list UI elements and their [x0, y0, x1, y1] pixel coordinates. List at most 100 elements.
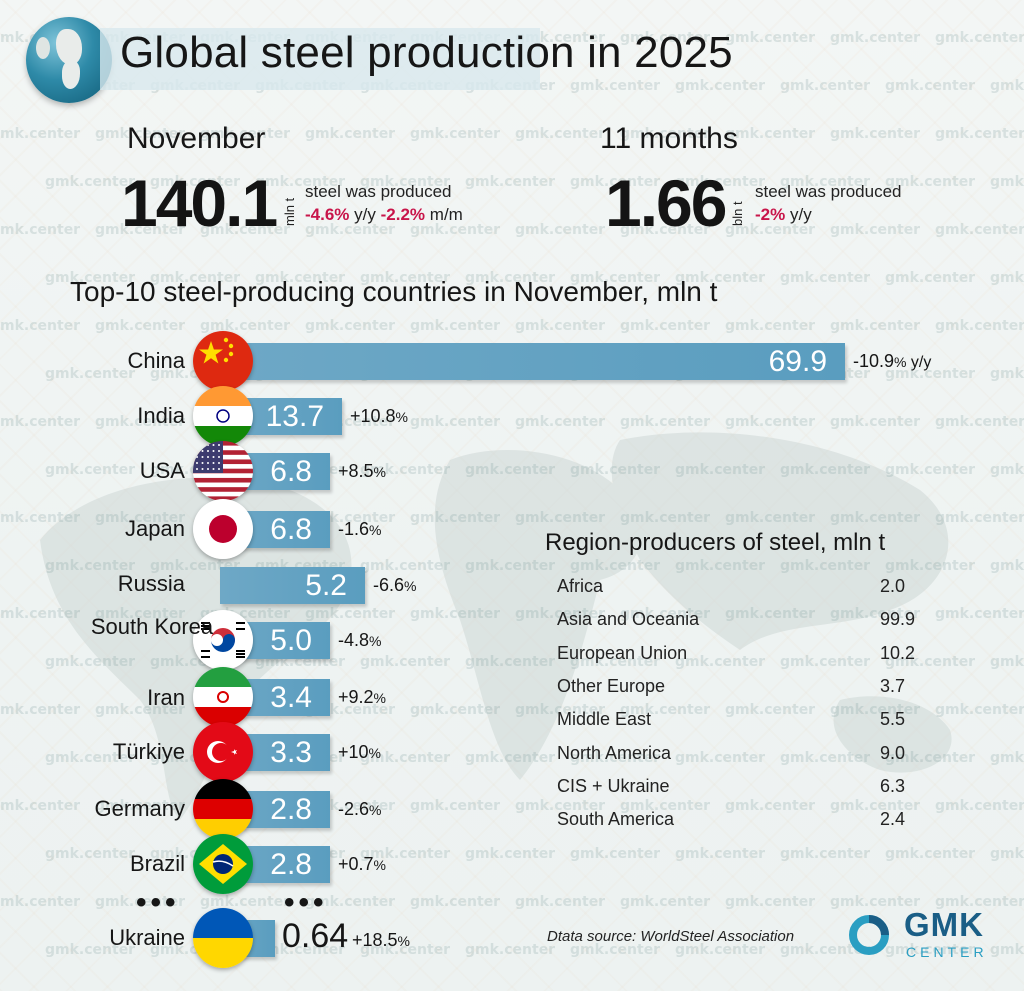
watermark-text: gmk.center: [885, 654, 976, 670]
region-name: European Union: [557, 643, 688, 663]
watermark-text: gmk.center: [515, 222, 606, 238]
watermark-text: gmk.center: [0, 894, 81, 910]
watermark-text: gmk.center: [45, 558, 136, 574]
data-source: Dtata source: WorldSteel Association: [547, 928, 795, 945]
watermark-text: gmk.center: [515, 606, 606, 622]
kpi-11months-changes: -2% y/y: [755, 205, 812, 225]
watermark-text: gmk.center: [885, 462, 976, 478]
watermark-text: gmk.center: [990, 750, 1024, 766]
change-percent-sign: %: [369, 633, 382, 649]
watermark-text: gmk.center: [990, 846, 1024, 862]
flag-germany-icon: [193, 779, 253, 839]
bar-value-label: 6.8: [270, 455, 312, 488]
country-label: Ukraine: [109, 925, 185, 950]
change-label: -4.8%: [338, 622, 381, 660]
change-value: +0.7: [338, 854, 374, 874]
watermark-text: gmk.center: [675, 558, 766, 574]
country-label: South Korea: [90, 614, 214, 639]
change-percent-sign: %: [373, 464, 386, 480]
bar-value-label: 69.9: [768, 345, 827, 378]
watermark-text: gmk.center: [360, 270, 451, 286]
watermark-text: gmk.center: [990, 558, 1024, 574]
watermark-text: gmk.center: [255, 174, 346, 190]
watermark-text: gmk.center: [935, 414, 1024, 430]
watermark-text: gmk.center: [675, 654, 766, 670]
kpi-november-period: November: [127, 122, 266, 155]
watermark-text: gmk.center: [95, 414, 186, 430]
watermark-text: gmk.center: [95, 222, 186, 238]
kpi-november-mom-suffix: m/m: [429, 205, 463, 224]
watermark-text: gmk.center: [725, 894, 816, 910]
watermark-text: gmk.center: [45, 750, 136, 766]
watermark-text: gmk.center: [200, 318, 291, 334]
watermark-text: gmk.center: [200, 894, 291, 910]
watermark-text: gmk.center: [990, 78, 1024, 94]
change-suffix: y/y: [906, 354, 932, 371]
watermark-text: gmk.center: [515, 894, 606, 910]
bar-value-label: 2.8: [270, 793, 312, 826]
change-label: -1.6%: [338, 511, 381, 549]
watermark-text: gmk.center: [675, 270, 766, 286]
watermark-text: gmk.center: [360, 558, 451, 574]
watermark-text: gmk.center: [780, 270, 871, 286]
watermark-text: gmk.center: [465, 846, 556, 862]
watermark-text: gmk.center: [95, 894, 186, 910]
watermark-text: gmk.center: [935, 30, 1024, 46]
watermark-text: gmk.center: [410, 126, 501, 142]
region-value: 9.0: [880, 743, 906, 763]
watermark-text: gmk.center: [570, 462, 661, 478]
watermark-text: gmk.center: [725, 222, 816, 238]
kpi-november-yoy-suffix: y/y: [354, 205, 376, 224]
country-label: Iran: [147, 685, 185, 710]
watermark-text: gmk.center: [885, 366, 976, 382]
watermark-text: gmk.center: [620, 318, 711, 334]
change-value: +18.5: [352, 930, 398, 950]
watermark-text: gmk.center: [465, 270, 556, 286]
watermark-text: gmk.center: [410, 222, 501, 238]
watermark-text: gmk.center: [990, 462, 1024, 478]
region-value: 6.3: [880, 776, 906, 796]
watermark-text: gmk.center: [830, 318, 921, 334]
watermark-text: gmk.center: [305, 222, 396, 238]
country-label: Russia: [117, 571, 185, 596]
watermark-text: gmk.center: [725, 126, 816, 142]
kpi-november-text: steel was produced: [305, 182, 452, 201]
watermark-text: gmk.center: [675, 750, 766, 766]
gmk-logo-subtext: CENTER: [906, 944, 988, 960]
change-label: +0.7%: [338, 846, 386, 884]
watermark-text: gmk.center: [0, 510, 81, 526]
watermark-text: gmk.center: [465, 942, 556, 958]
watermark-text: gmk.center: [360, 846, 451, 862]
kpi-11months-yoy: -2%: [755, 205, 786, 224]
kpi-november-yoy: -4.6%: [305, 205, 350, 224]
watermark-text: gmk.center: [990, 270, 1024, 286]
change-percent-sign: %: [369, 522, 382, 538]
watermark-text: gmk.center: [570, 78, 661, 94]
region-table-title: Region-producers of steel, mln t: [545, 529, 886, 556]
watermark-text: gmk.center: [620, 126, 711, 142]
watermark-text: gmk.center: [360, 654, 451, 670]
watermark-text: gmk.center: [780, 846, 871, 862]
watermark-text: gmk.center: [620, 414, 711, 430]
watermark-text: gmk.center: [830, 126, 921, 142]
country-label: Germany: [94, 796, 185, 821]
country-label: China: [127, 348, 185, 373]
watermark-text: gmk.center: [675, 174, 766, 190]
gmk-logo-text: GMK: [904, 906, 984, 943]
watermark-text: gmk.center: [360, 942, 451, 958]
watermark-text: gmk.center: [0, 126, 81, 142]
watermark-text: gmk.center: [885, 750, 976, 766]
change-value: -10.9: [853, 351, 895, 371]
region-value: 99.9: [880, 609, 916, 629]
watermark-text: gmk.center: [780, 462, 871, 478]
watermark-text: gmk.center: [0, 318, 81, 334]
watermark-text: gmk.center: [935, 318, 1024, 334]
region-value: 10.2: [880, 643, 916, 663]
region-value: 3.7: [880, 676, 906, 696]
flag-usa-icon: [193, 441, 253, 501]
watermark-text: gmk.center: [990, 174, 1024, 190]
watermark-text: gmk.center: [200, 222, 291, 238]
watermark-text: gmk.center: [725, 798, 816, 814]
bar-value-label: 6.8: [270, 513, 312, 546]
watermark-text: gmk.center: [725, 30, 816, 46]
